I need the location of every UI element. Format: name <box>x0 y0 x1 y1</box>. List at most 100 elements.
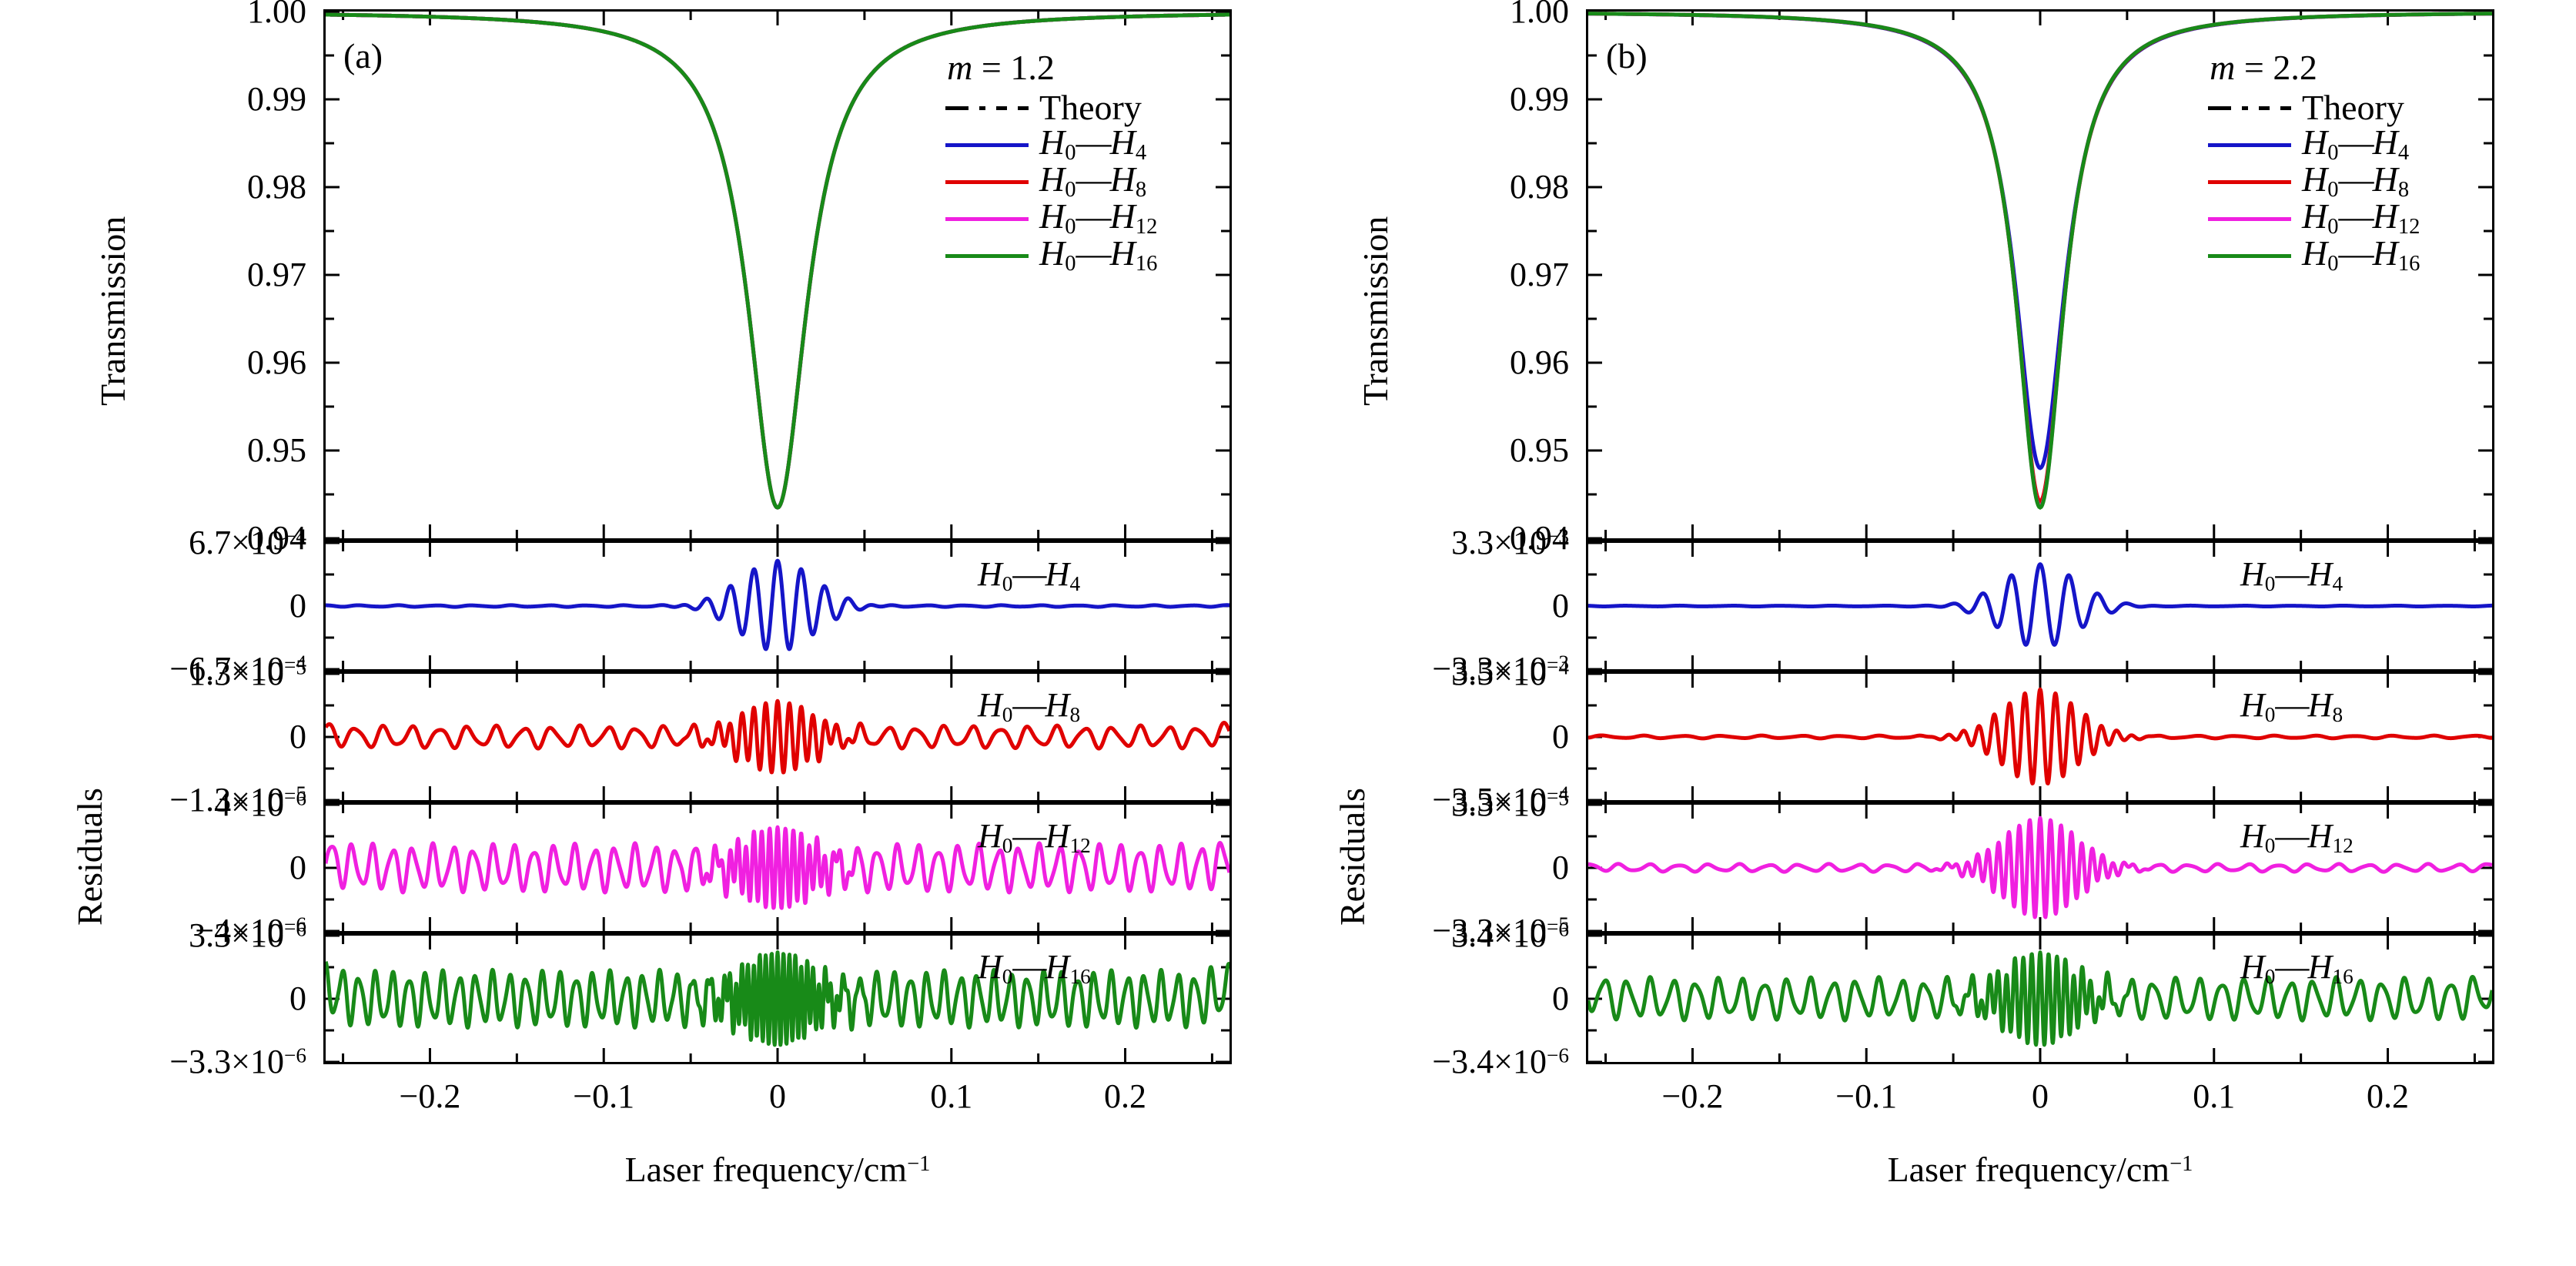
legend-2: m = 2.2 Theory H0—H4 H0—H8 H0—H12 H0—H16 <box>2063 46 2464 276</box>
m-annotation: m = 2.2 <box>2210 48 2317 87</box>
residual-ytick-label: 0 <box>1552 718 1569 755</box>
legend-swatch-icon <box>945 253 1029 258</box>
xtick-label: −0.1 <box>1835 1077 1898 1115</box>
legend-label: H0—H8 <box>2302 159 2410 203</box>
residual-ytick-label: −6.7×10−4 <box>169 650 306 688</box>
main-plot-canvas <box>1588 12 2492 538</box>
main-ytick-label: 0.98 <box>247 168 306 206</box>
legend-item-h0-h8[interactable]: H0—H8 <box>2063 159 2464 203</box>
xaxis-title-2: Laser frequency/cm−1 <box>1887 1150 2193 1189</box>
legend-swatch-icon <box>945 179 1029 184</box>
legend-label: Theory <box>2302 88 2404 127</box>
residual-ytick-label: −3.4×10−6 <box>1432 1043 1569 1080</box>
xaxis-title-1: Laser frequency/cm−1 <box>624 1150 931 1189</box>
residual-plot-1-1 <box>323 541 1232 672</box>
legend-item-h0-h8[interactable]: H0—H8 <box>801 159 1201 203</box>
legend-label: H0—H8 <box>1039 159 1147 203</box>
m-annotation: m = 1.2 <box>947 48 1055 87</box>
panel-letter-2: (b) <box>1606 36 1648 75</box>
transmission-axis-title-1: Transmission <box>93 216 132 406</box>
residual-plot-1-4 <box>323 933 1232 1064</box>
residual-ytick-label: 4×10−6 <box>214 785 306 823</box>
residual-curve <box>326 950 1229 1047</box>
main-ytick-label: 0.94 <box>1510 519 1569 557</box>
main-ytick-label: 0.95 <box>1510 431 1569 469</box>
residual-ytick-label: −3.3×10−5 <box>1432 912 1569 950</box>
legend-swatch-icon <box>2208 216 2291 221</box>
legend-1: m = 1.2 Theory H0—H4 H0—H8 H0—H12 H0—H16 <box>801 46 1201 275</box>
legend-item-h0-h12[interactable]: H0—H12 <box>2063 199 2464 238</box>
residual-canvas <box>1588 543 2492 669</box>
residual-series-tag: H0—H16 <box>978 948 1091 988</box>
main-transmission-plot-1 <box>323 9 1232 541</box>
main-ytick-label: 0.99 <box>247 80 306 118</box>
residual-ytick-label: −1.3×10−5 <box>169 781 306 819</box>
residual-curve <box>326 558 1229 651</box>
residual-ytick-label: 3.3×10−6 <box>189 916 306 954</box>
main-ytick-label: 0.97 <box>247 256 306 293</box>
main-ytick-label: 0.95 <box>247 431 306 469</box>
xtick-label: 0.1 <box>2193 1077 2236 1115</box>
xtick-label: 0.1 <box>930 1077 973 1115</box>
series-curve <box>326 12 1229 510</box>
residual-ytick-label: 1.3×10−5 <box>189 655 306 692</box>
residual-curve <box>1588 687 2492 785</box>
residual-plot-1-3 <box>323 802 1232 933</box>
legend-item-h0-h16[interactable]: H0—H16 <box>2063 233 2464 276</box>
residual-canvas <box>1588 805 2492 931</box>
legend-label: Theory <box>1039 88 1142 127</box>
legend-swatch-icon <box>2208 142 2291 147</box>
residual-ytick-label: −3.3×10−3 <box>1432 650 1569 688</box>
legend-item-theory[interactable]: Theory <box>2063 89 2464 126</box>
residual-ytick-label: 0 <box>289 980 306 1017</box>
residual-series-tag: H0—H12 <box>978 817 1091 857</box>
xtick-label: 0.2 <box>1104 1077 1147 1115</box>
legend-item-h0-h4[interactable]: H0—H4 <box>2063 122 2464 166</box>
legend-swatch-icon <box>2208 253 2291 258</box>
residual-curve <box>326 825 1229 910</box>
legend-label: H0—H4 <box>1039 122 1147 166</box>
xtick-label: −0.1 <box>573 1077 635 1115</box>
residual-plot-2-1 <box>1586 541 2494 672</box>
xtick-label: 0.2 <box>2367 1077 2410 1115</box>
main-plot-canvas <box>326 12 1229 538</box>
residual-canvas <box>326 674 1229 800</box>
residual-ytick-label: 0 <box>1552 587 1569 625</box>
legend-item-h0-h12[interactable]: H0—H12 <box>801 196 1201 239</box>
residual-series-tag: H0—H16 <box>2240 948 2354 988</box>
residual-canvas <box>1588 936 2492 1062</box>
residual-ytick-label: 0 <box>289 587 306 625</box>
legend-swatch-icon <box>2208 106 2291 110</box>
residual-ytick-label: 0 <box>1552 980 1569 1017</box>
residual-ytick-label: 3.3×10−3 <box>1451 524 1569 561</box>
legend-swatch-icon <box>945 142 1029 147</box>
residual-ytick-label: 3.5×10−4 <box>1451 655 1569 692</box>
residual-ytick-label: −3.5×10−4 <box>1432 781 1569 819</box>
legend-label: H0—H16 <box>2302 233 2420 276</box>
legend-swatch-icon <box>945 216 1029 221</box>
legend-item-h0-h16[interactable]: H0—H16 <box>801 236 1201 275</box>
main-ytick-label: 0.99 <box>1510 80 1569 118</box>
main-ytick-label: 1.00 <box>1510 0 1569 30</box>
series-curve <box>1588 12 2492 511</box>
legend-label: H0—H4 <box>2302 122 2410 166</box>
legend-item-h0-h4[interactable]: H0—H4 <box>801 122 1201 166</box>
residual-canvas <box>326 805 1229 931</box>
residual-plot-1-2 <box>323 672 1232 802</box>
residual-plot-2-2 <box>1586 672 2494 802</box>
xtick-label: −0.2 <box>399 1077 461 1115</box>
main-transmission-plot-2 <box>1586 9 2494 541</box>
residual-series-tag: H0—H4 <box>2240 555 2343 595</box>
residual-curve <box>1588 562 2492 647</box>
legend-label: H0—H12 <box>1039 196 1158 239</box>
legend-swatch-icon <box>945 106 1029 110</box>
legend-swatch-icon <box>2208 179 2291 184</box>
legend-item-theory[interactable]: Theory <box>801 89 1201 126</box>
residual-ytick-label: −4×10−6 <box>195 912 306 950</box>
main-ytick-label: 0.94 <box>247 519 306 557</box>
xtick-label: 0 <box>2032 1077 2049 1115</box>
main-ytick-label: 0.96 <box>247 343 306 381</box>
residual-curve <box>1588 950 2492 1047</box>
residuals-axis-title-2: Residuals <box>1333 788 1372 926</box>
